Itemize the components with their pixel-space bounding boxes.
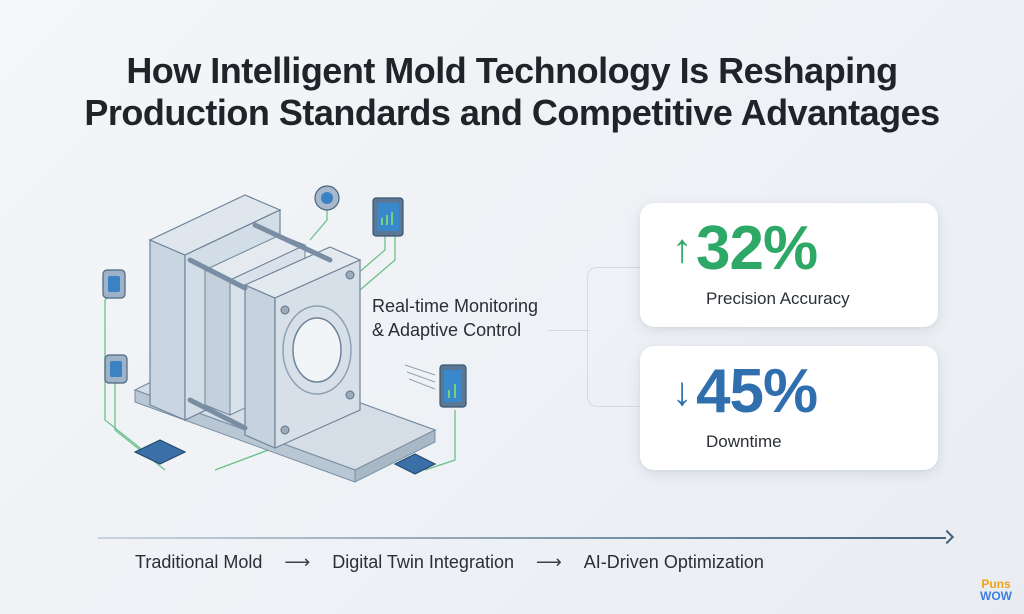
stat-value: 32% <box>696 214 818 283</box>
stat-card-precision: ↑ 32% Precision Accuracy <box>640 203 938 327</box>
arrow-up-icon: ↑ <box>672 227 692 271</box>
timeline-stages: Traditional Mold ⟶ Digital Twin Integrat… <box>135 552 764 573</box>
watermark-logo: Puns WOW <box>976 578 1016 602</box>
monitoring-label-line-2: & Adaptive Control <box>372 320 522 340</box>
title-line-2: Production Standards and Competitive Adv… <box>84 92 940 133</box>
stage-digital-twin: Digital Twin Integration <box>332 552 514 572</box>
arrow-right-icon: ⟶ <box>535 552 562 572</box>
connector-line <box>548 330 590 331</box>
monitoring-label: Real-time Monitoring & Adaptive Control <box>372 294 538 342</box>
stage-traditional-mold: Traditional Mold <box>135 552 263 572</box>
stat-label: Downtime <box>706 432 782 451</box>
timeline-arrow-icon <box>939 529 955 545</box>
mold-illustration <box>102 185 467 483</box>
stat-label: Precision Accuracy <box>706 289 850 308</box>
page-title: How Intelligent Mold Technology Is Resha… <box>0 50 1024 134</box>
stage-ai-optimization: AI-Driven Optimization <box>583 552 764 572</box>
arrow-right-icon: ⟶ <box>284 552 311 572</box>
logo-line-2: WOW <box>980 589 1012 603</box>
logo-line-1: Puns <box>981 577 1011 591</box>
stats-bracket <box>587 267 647 407</box>
timeline-line <box>98 537 946 539</box>
stat-value: 45% <box>696 357 818 426</box>
title-line-1: How Intelligent Mold Technology Is Resha… <box>126 50 898 91</box>
arrow-down-icon: ↓ <box>672 370 692 414</box>
stat-card-downtime: ↓ 45% Downtime <box>640 346 938 470</box>
monitoring-label-line-1: Real-time Monitoring <box>372 296 539 316</box>
